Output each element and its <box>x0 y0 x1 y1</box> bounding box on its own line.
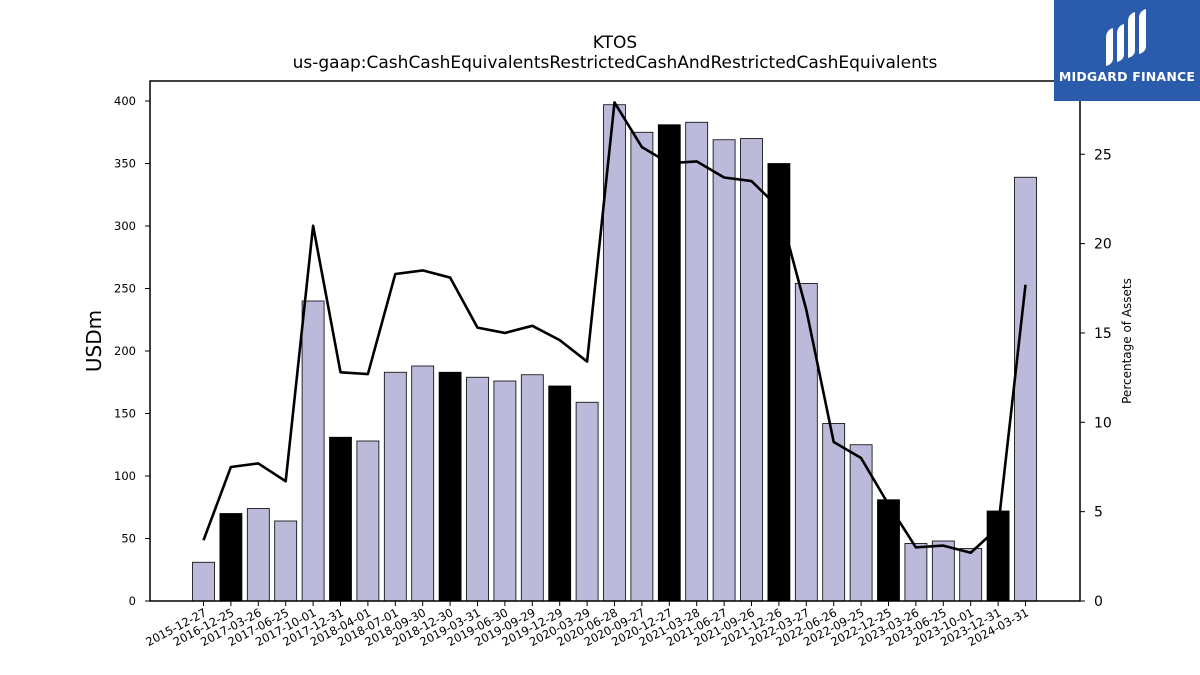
bar-2020-12-27 <box>657 124 681 602</box>
y-tick-label: 150 <box>114 407 136 421</box>
y2-tick-label: 15 <box>1094 326 1112 342</box>
bar-2019-09-29 <box>520 374 544 602</box>
midgard-finance-logo: MIDGARD FINANCE <box>1054 0 1200 101</box>
y-tick-label: 50 <box>121 532 136 546</box>
logo-text: MIDGARD FINANCE <box>1058 69 1196 84</box>
y-tick-label: 350 <box>114 157 136 171</box>
y2-tick-label: 25 <box>1094 147 1112 163</box>
bar-2018-07-01 <box>383 371 407 602</box>
y-tick-label: 300 <box>114 219 136 233</box>
y-tick-label: 0 <box>129 594 136 608</box>
bar-2019-03-31 <box>466 376 489 602</box>
bar-2015-12-27 <box>192 561 215 602</box>
chart-title: KTOS <box>593 33 637 53</box>
bar-2023-03-26 <box>904 543 928 602</box>
y-tick-label: 200 <box>114 344 136 358</box>
bar-2017-06-25 <box>274 520 298 602</box>
bar-2017-12-31 <box>329 436 352 602</box>
bar-2018-12-30 <box>438 371 462 602</box>
bar-series <box>192 104 1037 602</box>
bar-2018-04-01 <box>356 440 380 602</box>
y-tick-label: 400 <box>114 94 136 108</box>
bar-2018-09-30 <box>411 365 435 602</box>
bar-2016-12-25 <box>219 513 243 602</box>
bar-2021-03-28 <box>685 121 709 602</box>
bar-2017-03-26 <box>246 508 270 602</box>
y2-tick-label: 5 <box>1094 505 1103 521</box>
y2-axis-label: Percentage of Assets <box>1120 278 1134 404</box>
y-tick-label: 100 <box>114 469 136 483</box>
bar-2024-03-31 <box>1014 176 1037 602</box>
y2-tick-label: 20 <box>1094 237 1112 253</box>
percentage-line <box>202 101 1027 555</box>
bar-2017-10-01 <box>301 300 325 602</box>
bar-2023-06-25 <box>931 540 955 602</box>
y2-tick-label: 10 <box>1094 415 1112 431</box>
chart-subtitle: us-gaap:CashCashEquivalentsRestrictedCas… <box>293 53 938 73</box>
y2-tick-label: 0 <box>1094 594 1103 610</box>
bar-2022-03-27 <box>794 283 818 602</box>
y-axis-label: USDm <box>82 310 106 372</box>
bar-2021-06-27 <box>712 139 736 602</box>
y-tick-label: 250 <box>114 282 136 296</box>
bar-2022-06-26 <box>822 423 846 602</box>
x-axis: 2015-12-272016-12-252017-03-262017-06-25… <box>143 601 1031 649</box>
bar-2020-03-29 <box>575 401 599 602</box>
y-axis-left: 0 50 100 150 200 250 300 350 400 <box>114 94 150 608</box>
bar-2020-09-27 <box>630 131 654 602</box>
bar-2023-10-01 <box>959 548 983 602</box>
bar-2021-09-26 <box>740 138 763 602</box>
line-series <box>202 101 1027 555</box>
y-axis-right: 0 5 10 15 20 25 <box>1080 147 1112 610</box>
midgard-logo-icon <box>1106 9 1146 66</box>
bar-2019-12-29 <box>548 385 572 602</box>
bar-2019-06-30 <box>493 380 517 602</box>
bar-2022-09-25 <box>849 444 873 602</box>
bar-2021-12-26 <box>767 163 791 602</box>
